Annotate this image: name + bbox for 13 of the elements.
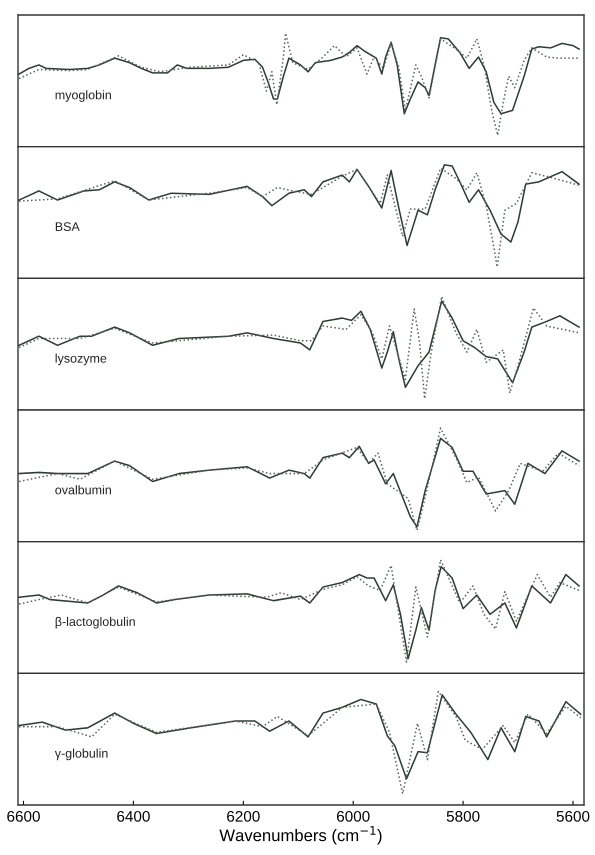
annotation: myoglobin: [56, 90, 111, 102]
annotation: β-lactoglobulin: [56, 616, 135, 629]
annotation: lysozyme: [56, 354, 106, 366]
x-tick-label: 6600: [7, 810, 40, 822]
x-tick-label: 6200: [227, 810, 260, 822]
x-tick-label: 6400: [117, 810, 150, 822]
x-tick-label: 6000: [336, 810, 370, 822]
annotation: γ-globulin: [54, 748, 108, 760]
annotation: ovalbumin: [55, 485, 111, 494]
x-tick-label: 5600: [556, 810, 590, 822]
x-tick-label: 5800: [446, 810, 480, 822]
x-axis-title: Wavenumbers (cm$^{−1}$): [219, 826, 382, 845]
annotation: BSA: [56, 222, 80, 232]
